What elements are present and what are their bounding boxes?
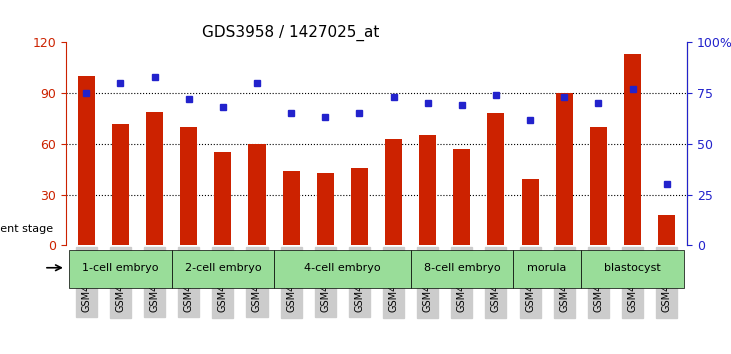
Text: 4-cell embryo: 4-cell embryo xyxy=(304,263,381,273)
Bar xyxy=(112,124,129,245)
Bar xyxy=(249,144,265,245)
FancyBboxPatch shape xyxy=(581,250,683,288)
Text: GDS3958 / 1427025_at: GDS3958 / 1427025_at xyxy=(202,25,380,41)
Bar xyxy=(453,149,470,245)
Text: 2-cell embryo: 2-cell embryo xyxy=(184,263,261,273)
FancyBboxPatch shape xyxy=(411,250,513,288)
FancyBboxPatch shape xyxy=(513,250,581,288)
Bar xyxy=(624,54,641,245)
Bar xyxy=(385,139,402,245)
Bar xyxy=(556,93,573,245)
Bar xyxy=(521,179,539,245)
Bar xyxy=(351,167,368,245)
FancyBboxPatch shape xyxy=(69,250,172,288)
Bar xyxy=(488,113,504,245)
Bar xyxy=(180,127,197,245)
Bar xyxy=(419,135,436,245)
Bar xyxy=(317,172,334,245)
FancyBboxPatch shape xyxy=(274,250,411,288)
Text: morula: morula xyxy=(528,263,567,273)
Bar xyxy=(214,152,232,245)
Bar xyxy=(590,127,607,245)
Bar xyxy=(146,112,163,245)
Bar xyxy=(283,171,300,245)
Text: blastocyst: blastocyst xyxy=(604,263,661,273)
Text: development stage: development stage xyxy=(0,224,53,234)
Text: 1-cell embryo: 1-cell embryo xyxy=(82,263,159,273)
Bar xyxy=(77,76,95,245)
FancyBboxPatch shape xyxy=(172,250,274,288)
Bar xyxy=(658,215,675,245)
Text: 8-cell embryo: 8-cell embryo xyxy=(423,263,500,273)
